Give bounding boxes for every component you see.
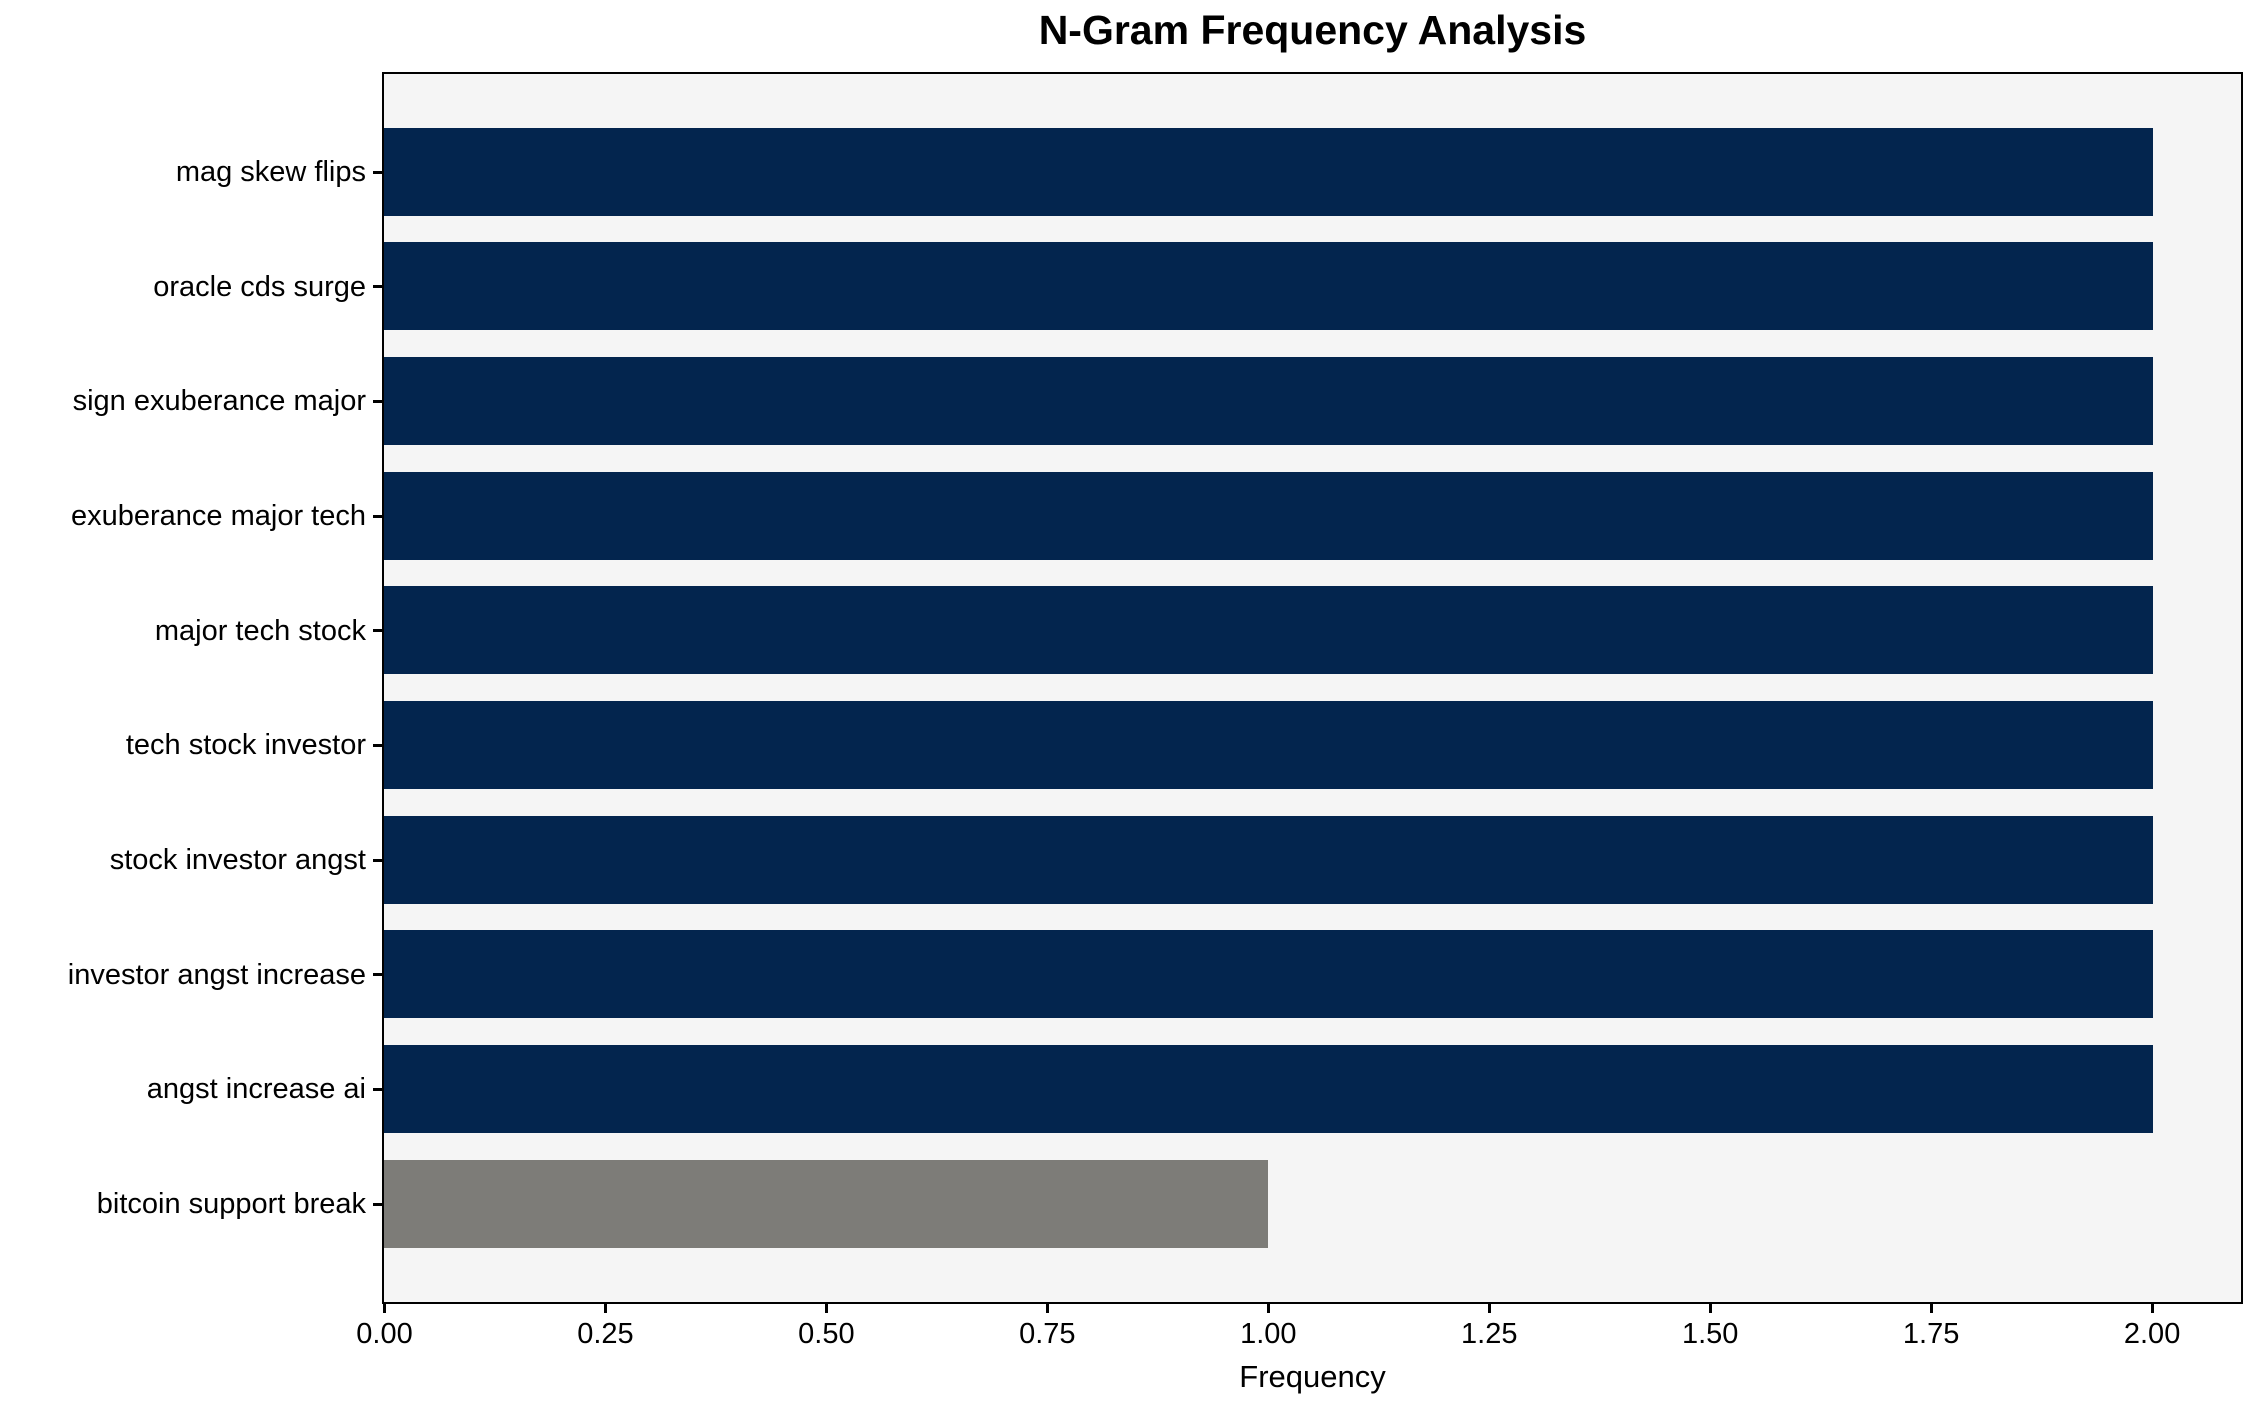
- y-tick-mark: [373, 1202, 382, 1206]
- bar-bitcoin-support-break: [384, 1159, 1269, 1248]
- y-tick-label-tech-stock-investor: tech stock investor: [125, 729, 366, 762]
- chart-title: N-Gram Frequency Analysis: [1038, 7, 1587, 53]
- x-tick-label-0.50: 0.50: [798, 1318, 855, 1350]
- x-tick-mark: [1708, 1304, 1712, 1313]
- y-tick-label-exuberance-major-tech: exuberance major tech: [71, 500, 366, 532]
- x-tick-mark: [1045, 1304, 1049, 1313]
- x-tick-mark: [824, 1304, 828, 1313]
- y-tick-label-sign-exuberance-major: sign exuberance major: [72, 385, 366, 418]
- y-tick-mark: [373, 514, 382, 518]
- bar-investor-angst-increase: [384, 930, 2153, 1019]
- x-tick-mark: [383, 1304, 386, 1313]
- bar-sign-exuberance-major: [384, 356, 2153, 445]
- x-tick-label-1.75: 1.75: [1902, 1318, 1960, 1350]
- y-tick-mark: [373, 1087, 382, 1091]
- y-tick-mark: [373, 170, 382, 174]
- x-tick-label-0.75: 0.75: [1019, 1318, 1076, 1350]
- x-tick-label-2.00: 2.00: [2123, 1318, 2181, 1350]
- bar-mag-skew-flips: [384, 127, 2153, 216]
- bar-tech-stock-investor: [384, 700, 2153, 789]
- y-tick-label-bitcoin-support-break: bitcoin support break: [96, 1188, 366, 1220]
- y-tick-mark: [373, 858, 382, 862]
- bar-major-tech-stock: [384, 586, 2153, 675]
- y-tick-label-major-tech-stock: major tech stock: [154, 614, 366, 647]
- y-tick-mark: [373, 973, 382, 977]
- x-tick-mark: [1266, 1304, 1270, 1313]
- bar-angst-increase-ai: [384, 1044, 2153, 1133]
- y-tick-label-stock-investor-angst: stock investor angst: [109, 844, 366, 876]
- y-tick-mark: [373, 285, 382, 289]
- x-tick-label-0.25: 0.25: [577, 1318, 634, 1350]
- x-tick-mark: [603, 1304, 607, 1313]
- bar-stock-investor-angst: [384, 815, 2153, 904]
- y-tick-label-angst-increase-ai: angst increase ai: [146, 1073, 366, 1106]
- x-tick-mark: [1487, 1304, 1491, 1313]
- x-tick-label-1.25: 1.25: [1461, 1318, 1518, 1350]
- x-tick-label-1.50: 1.50: [1681, 1318, 1739, 1350]
- y-tick-label-oracle-cds-surge: oracle cds surge: [153, 270, 366, 303]
- y-tick-mark: [373, 399, 382, 403]
- plot-area: [382, 72, 2243, 1304]
- x-tick-mark: [1929, 1304, 1933, 1313]
- y-tick-label-mag-skew-flips: mag skew flips: [175, 156, 366, 188]
- bar-exuberance-major-tech: [384, 471, 2153, 560]
- y-tick-mark: [373, 629, 382, 633]
- bars-layer: [384, 74, 2241, 1302]
- y-tick-label-investor-angst-increase: investor angst increase: [67, 958, 366, 991]
- y-tick-mark: [373, 743, 382, 747]
- x-tick-label-1.00: 1.00: [1240, 1318, 1297, 1350]
- x-tick-label-0.00: 0.00: [356, 1318, 413, 1350]
- x-axis-label: Frequency: [1239, 1359, 1386, 1394]
- x-tick-mark: [2150, 1304, 2154, 1313]
- bar-oracle-cds-surge: [384, 242, 2153, 331]
